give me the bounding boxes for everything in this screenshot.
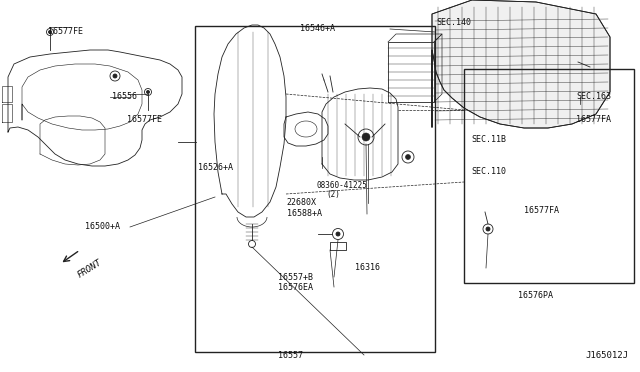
Text: 16576PA: 16576PA <box>518 291 554 300</box>
Circle shape <box>406 154 410 160</box>
Text: 16576EA: 16576EA <box>278 283 314 292</box>
Text: 16577FE: 16577FE <box>48 27 83 36</box>
Text: 16577FA: 16577FA <box>576 115 611 124</box>
Text: SEC.11B: SEC.11B <box>472 135 507 144</box>
Circle shape <box>147 90 150 93</box>
Text: 16526+A: 16526+A <box>198 163 234 172</box>
Text: 16316: 16316 <box>355 263 380 272</box>
Text: 22680X: 22680X <box>287 198 317 207</box>
Circle shape <box>486 227 490 231</box>
Text: SEC.110: SEC.110 <box>472 167 507 176</box>
Text: SEC.140: SEC.140 <box>436 18 472 27</box>
Text: J165012J: J165012J <box>585 351 628 360</box>
Text: 16546+A: 16546+A <box>300 24 335 33</box>
Text: 16588+A: 16588+A <box>287 209 322 218</box>
Polygon shape <box>432 0 610 128</box>
Bar <box>464 69 634 283</box>
Text: 16557+B: 16557+B <box>278 273 314 282</box>
Circle shape <box>49 31 51 33</box>
Text: 16556: 16556 <box>112 92 137 101</box>
Text: 16500+A: 16500+A <box>85 222 120 231</box>
Circle shape <box>113 74 117 78</box>
Circle shape <box>362 133 370 141</box>
Text: SEC.163: SEC.163 <box>576 92 611 101</box>
Bar <box>195 26 435 352</box>
Text: 16557: 16557 <box>278 351 303 360</box>
Text: FRONT: FRONT <box>76 258 103 279</box>
Text: 16577FE: 16577FE <box>127 115 162 124</box>
Text: (2): (2) <box>326 190 340 199</box>
Text: 08360-41225: 08360-41225 <box>317 182 367 190</box>
Circle shape <box>336 232 340 236</box>
Text: 16577FA: 16577FA <box>524 206 559 215</box>
